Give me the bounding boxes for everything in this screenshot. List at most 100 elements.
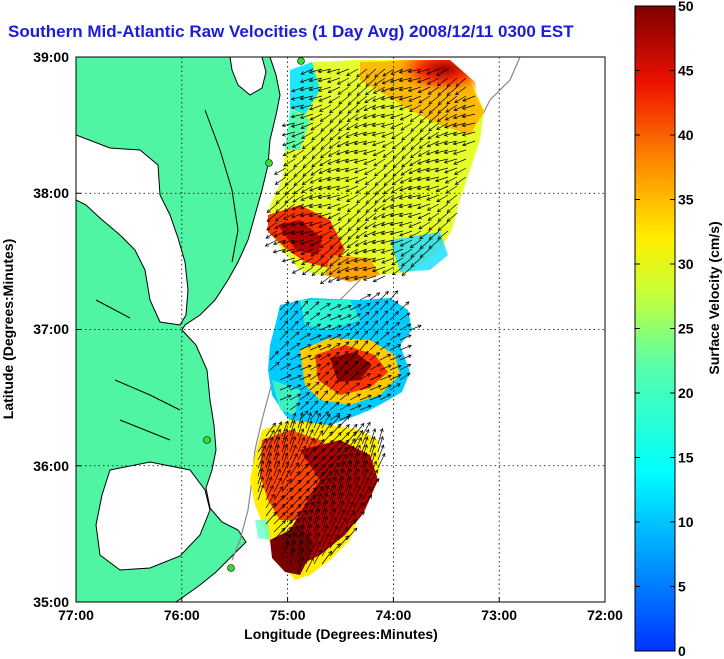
velocity-arrow-head — [319, 485, 324, 491]
velocity-arrow-head — [416, 177, 421, 182]
velocity-arrow — [299, 410, 309, 421]
velocity-arrow-head — [446, 218, 451, 222]
velocity-arrow-head — [272, 249, 277, 254]
velocity-arrow — [438, 95, 449, 105]
velocity-arrow — [338, 248, 350, 258]
velocity-arrow-head — [365, 83, 370, 87]
velocity-arrow — [417, 185, 431, 190]
velocity-arrow-head — [428, 245, 433, 249]
velocity-arrow — [309, 221, 323, 226]
velocity-arrow-head — [355, 467, 360, 473]
velocity-arrow — [328, 275, 341, 283]
velocity-arrow — [372, 239, 386, 244]
velocity-arrow — [338, 212, 350, 221]
velocity-arrow — [309, 95, 323, 100]
velocity-arrow-head — [383, 190, 388, 195]
velocity-arrow-head — [382, 198, 387, 203]
velocity-arrow-head — [338, 236, 343, 241]
velocity-arrow-head — [329, 448, 334, 453]
velocity-arrow-head — [294, 525, 298, 530]
velocity-arrow-head — [377, 374, 382, 379]
velocity-arrow-head — [382, 72, 387, 77]
velocity-arrow — [381, 257, 395, 264]
velocity-arrow-head — [344, 446, 349, 451]
velocity-arrow-head — [371, 123, 376, 128]
velocity-arrow-head — [372, 152, 377, 157]
velocity-arrow — [345, 275, 359, 280]
velocity-arrow — [299, 374, 311, 381]
velocity-arrow — [369, 330, 379, 341]
velocity-arrow-head — [320, 127, 325, 132]
velocity-arrow-head — [399, 232, 404, 237]
velocity-arrow-head — [347, 414, 352, 418]
velocity-arrow — [366, 194, 377, 204]
velocity-arrow-head — [347, 227, 352, 232]
velocity-arrow — [419, 140, 431, 149]
velocity-arrow-head — [401, 262, 406, 267]
velocity-arrow — [462, 104, 476, 110]
velocity-arrow — [311, 266, 323, 276]
velocity-arrow-head — [297, 374, 302, 379]
velocity-arrow — [377, 428, 383, 445]
velocity-arrow-head — [284, 191, 289, 196]
velocity-arrow-head — [320, 263, 325, 268]
velocity-arrow-head — [374, 172, 379, 177]
velocity-arrow — [399, 312, 410, 321]
velocity-arrow-head — [292, 153, 297, 158]
velocity-arrow — [372, 248, 386, 253]
velocity-arrow — [289, 540, 296, 557]
velocity-arrow — [339, 360, 348, 371]
velocity-arrow — [329, 239, 341, 249]
velocity-arrow — [390, 86, 404, 91]
velocity-arrow-head — [291, 214, 296, 219]
velocity-arrow-head — [443, 150, 448, 155]
velocity-arrow — [359, 351, 369, 361]
velocity-arrow — [273, 421, 282, 437]
velocity-arrow — [361, 452, 367, 469]
velocity-arrow-head — [386, 342, 391, 347]
velocity-arrow-head — [409, 162, 414, 167]
velocity-arrow — [297, 445, 307, 461]
velocity-arrow-head — [301, 516, 306, 522]
velocity-arrow — [274, 221, 287, 230]
velocity-arrow — [373, 275, 386, 282]
velocity-arrow — [321, 478, 331, 493]
velocity-arrow-head — [327, 215, 332, 220]
velocity-arrow — [338, 230, 350, 240]
velocity-arrow — [281, 461, 289, 477]
velocity-arrow-head — [346, 403, 351, 407]
velocity-arrow-head — [286, 352, 291, 357]
velocity-arrow-head — [346, 332, 351, 337]
velocity-arrow-head — [328, 99, 333, 104]
velocity-arrow — [311, 158, 323, 168]
velocity-arrow — [353, 493, 363, 509]
velocity-arrow — [437, 113, 449, 122]
velocity-arrow-head — [354, 360, 359, 365]
velocity-arrow — [361, 468, 369, 485]
velocity-arrow — [454, 104, 467, 111]
velocity-arrow-head — [273, 241, 278, 246]
velocity-arrow — [419, 230, 431, 240]
velocity-arrow — [428, 122, 440, 132]
velocity-arrow — [257, 476, 263, 493]
velocity-arrow — [309, 381, 320, 391]
velocity-arrow-head — [358, 437, 362, 442]
velocity-arrow-head — [380, 96, 385, 101]
velocity-arrow — [319, 353, 331, 361]
velocity-arrow-head — [364, 217, 370, 222]
velocity-arrow-head — [362, 249, 367, 254]
velocity-arrow-head — [354, 250, 359, 255]
velocity-arrow — [257, 484, 264, 501]
velocity-arrow-head — [399, 116, 404, 121]
velocity-arrow — [400, 167, 413, 176]
velocity-arrow-head — [355, 459, 360, 465]
velocity-arrow-head — [436, 208, 442, 213]
velocity-arrow — [349, 313, 361, 321]
velocity-arrow — [417, 68, 431, 73]
velocity-arrow-head — [301, 145, 307, 150]
velocity-arrow-head — [417, 153, 423, 157]
velocity-arrow-head — [300, 251, 305, 255]
velocity-arrow-head — [397, 344, 402, 348]
velocity-arrow — [310, 176, 323, 184]
velocity-arrow — [319, 314, 331, 321]
